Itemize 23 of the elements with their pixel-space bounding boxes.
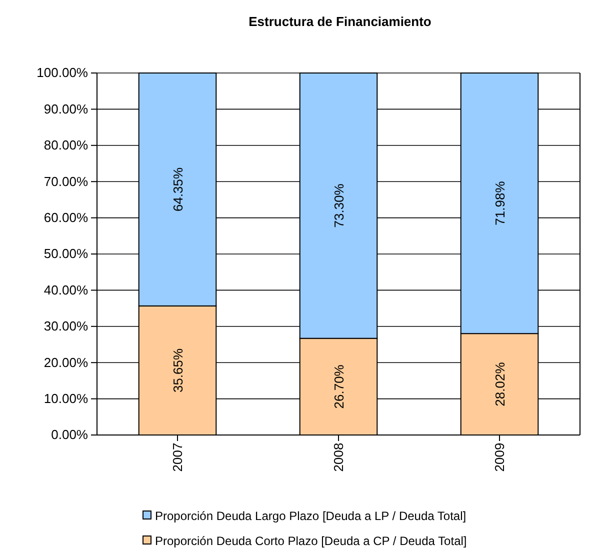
y-tick-label: 10.00% (44, 390, 88, 406)
legend-label: Proporción Deuda Largo Plazo [Deuda a LP / Deuda Total] (155, 509, 466, 523)
y-tick-label: 50.00% (44, 246, 88, 262)
y-tick-label: 80.00% (44, 138, 88, 153)
y-tick-label: 70.00% (44, 174, 88, 189)
data-label: 35.65% (170, 348, 186, 393)
data-label: 73.30% (332, 183, 346, 228)
data-label: 71.98% (492, 180, 508, 226)
y-tick-label: 90.00% (44, 101, 88, 116)
chart-title: Estructura de Financiamiento (248, 14, 432, 29)
y-tick-label: 30.00% (44, 318, 88, 334)
legend-label: Proporción Deuda Corto Plazo [Deuda a CP / Deuda Total] (155, 534, 467, 548)
y-tick-label: 20.00% (44, 354, 88, 370)
y-tick-label: 100.00% (36, 65, 88, 80)
x-tick-label: 2009 (492, 442, 507, 472)
y-tick-label: 60.00% (44, 210, 88, 225)
y-tick-label: 40.00% (44, 282, 88, 298)
x-tick-label: 2007 (170, 442, 185, 472)
y-tick-label: 0.00% (51, 427, 88, 442)
x-tick-label: 2008 (330, 442, 346, 472)
data-label: 28.02% (492, 362, 508, 406)
data-label: 26.70% (332, 364, 346, 409)
data-label: 64.35% (170, 166, 186, 212)
